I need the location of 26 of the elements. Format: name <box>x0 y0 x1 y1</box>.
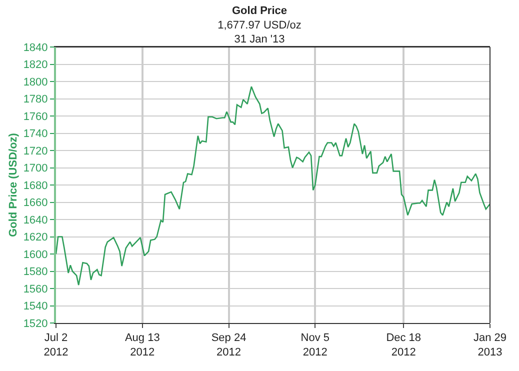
x-tick-label: Sep 24 2012 <box>211 332 246 358</box>
x-tick-label: Jul 2 2012 <box>44 332 68 358</box>
y-tick-label: 1840 <box>23 42 48 54</box>
y-tick-label: 1660 <box>23 197 48 210</box>
chart-subtitle: 1,677.97 USD/oz 31 Jan '13 <box>218 19 302 46</box>
x-tick-label: Nov 5 2012 <box>300 332 330 358</box>
y-tick-label: 1560 <box>23 283 48 296</box>
x-tick-label: Aug 13 2012 <box>124 332 160 358</box>
y-axis-title: Gold Price (USD/oz) <box>7 132 20 237</box>
y-tick-label: 1740 <box>23 128 48 140</box>
y-tick-label: 1680 <box>23 180 48 192</box>
y-tick-label: 1620 <box>23 232 48 244</box>
chart-title: Gold Price <box>232 5 288 18</box>
y-tick-label: 1640 <box>23 214 48 226</box>
x-tick-label: Jan 29 2013 <box>473 332 507 358</box>
y-tick-label: 1820 <box>23 59 48 72</box>
y-tick-label: 1780 <box>23 94 48 106</box>
x-tick-label: Dec 18 2012 <box>386 332 422 358</box>
y-tick-label: 1580 <box>23 266 48 278</box>
y-tick-label: 1520 <box>23 318 48 330</box>
y-tick-label: 1720 <box>23 145 48 158</box>
y-tick-label: 1540 <box>23 300 48 313</box>
y-tick-label: 1700 <box>23 162 48 175</box>
y-tick-label: 1760 <box>23 110 48 123</box>
y-tick-label: 1800 <box>23 76 48 88</box>
y-tick-label: 1600 <box>23 248 48 261</box>
